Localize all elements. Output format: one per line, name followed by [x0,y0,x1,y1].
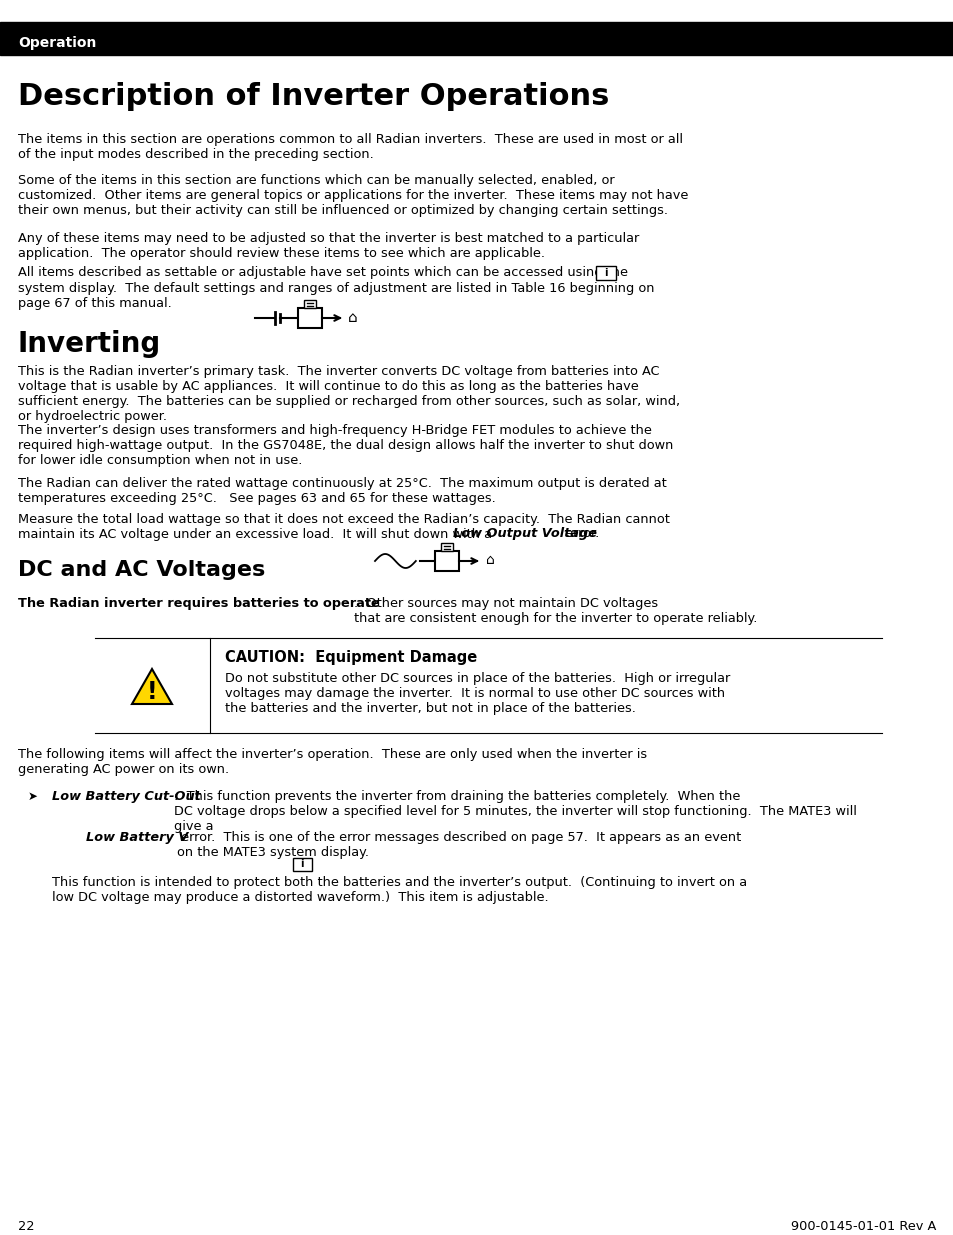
Text: Operation: Operation [18,36,96,49]
Text: i: i [603,268,607,278]
Text: .  Other sources may not maintain DC voltages
that are consistent enough for the: . Other sources may not maintain DC volt… [354,597,757,625]
Text: This function is intended to protect both the batteries and the inverter’s outpu: This function is intended to protect bot… [52,876,746,904]
Bar [293,858,312,871]
Text: Measure the total load wattage so that it does not exceed the Radian’s capacity.: Measure the total load wattage so that i… [18,513,669,541]
Bar [304,300,315,308]
Text: Any of these items may need to be adjusted so that the inverter is best matched : Any of these items may need to be adjust… [18,232,639,261]
Bar [0,22,953,56]
Text: Some of the items in this section are functions which can be manually selected, : Some of the items in this section are fu… [18,174,688,217]
Bar [440,543,453,551]
Text: system display.  The default settings and ranges of adjustment are listed in Tab: system display. The default settings and… [18,282,654,310]
Text: The following items will affect the inverter’s operation.  These are only used w: The following items will affect the inve… [18,748,646,776]
Text: 900-0145-01-01 Rev A: 900-0145-01-01 Rev A [790,1220,935,1233]
Text: 22: 22 [18,1220,34,1233]
Text: The Radian can deliver the rated wattage continuously at 25°C.  The maximum outp: The Radian can deliver the rated wattage… [18,477,666,505]
Text: ⌂: ⌂ [485,553,494,567]
Text: error.  This is one of the error messages described on page 57.  It appears as a: error. This is one of the error messages… [177,831,740,860]
Text: Low Battery V: Low Battery V [86,831,188,844]
Text: Description of Inverter Operations: Description of Inverter Operations [18,82,609,111]
Text: The Radian inverter requires batteries to operate: The Radian inverter requires batteries t… [18,597,379,610]
Text: !: ! [147,680,157,704]
Text: ➤: ➤ [28,790,38,803]
Text: DC and AC Voltages: DC and AC Voltages [18,559,265,580]
Text: CAUTION:  Equipment Damage: CAUTION: Equipment Damage [225,650,476,664]
Text: The items in this section are operations common to all Radian inverters.  These : The items in this section are operations… [18,133,682,161]
Text: Low Output Voltage: Low Output Voltage [453,527,597,540]
Text: All items described as settable or adjustable have set points which can be acces: All items described as settable or adjus… [18,266,632,279]
Text: :  This function prevents the inverter from draining the batteries completely.  : : This function prevents the inverter fr… [173,790,856,832]
Text: Do not substitute other DC sources in place of the batteries.  High or irregular: Do not substitute other DC sources in pl… [225,672,729,715]
Text: ⌂: ⌂ [348,310,357,325]
Text: The inverter’s design uses transformers and high-frequency H-Bridge FET modules : The inverter’s design uses transformers … [18,424,673,467]
Text: Low Battery Cut-Out: Low Battery Cut-Out [52,790,200,803]
Text: i: i [300,860,303,869]
Bar [435,551,458,571]
Text: error.: error. [560,527,598,540]
Text: Inverting: Inverting [18,330,161,358]
Bar [297,308,322,329]
Polygon shape [132,669,172,704]
Text: This is the Radian inverter’s primary task.  The inverter converts DC voltage fr: This is the Radian inverter’s primary ta… [18,366,679,424]
Bar [596,266,616,280]
